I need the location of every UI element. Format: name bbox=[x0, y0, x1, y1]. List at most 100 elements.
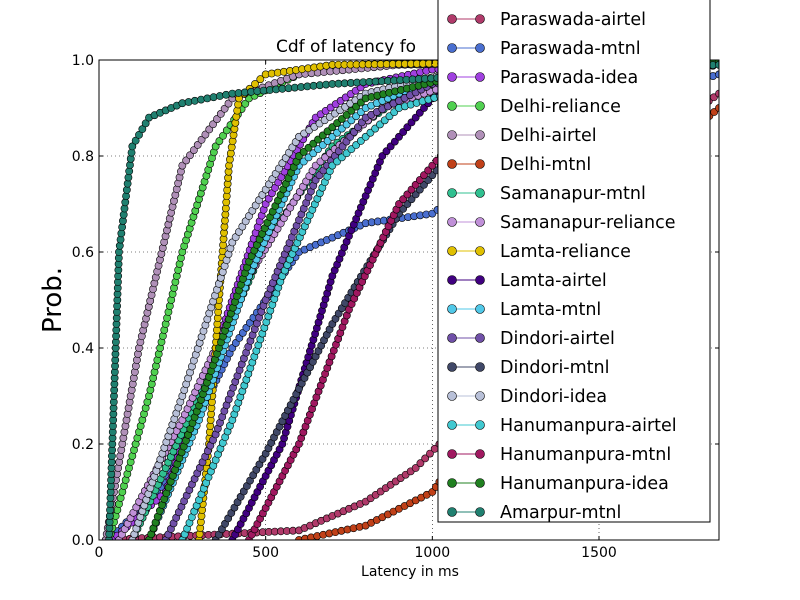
y-tick-label-1: 0.2 bbox=[72, 437, 94, 453]
legend-label-8: Lamta-reliance bbox=[500, 242, 631, 262]
series-17-point-69 bbox=[141, 119, 150, 128]
legend: Paraswada-airtel Paraswada-mtnl Paraswada-… bbox=[437, 0, 711, 523]
legend-label-16: Hanumanpura-idea bbox=[500, 474, 669, 494]
legend-marker-left-15 bbox=[447, 449, 457, 459]
legend-label-14: Hanumanpura-airtel bbox=[500, 416, 677, 436]
legend-marker-left-2 bbox=[447, 72, 457, 82]
series-0-point-132 bbox=[715, 89, 719, 98]
series-4-point-65 bbox=[186, 151, 194, 160]
legend-marker-left-1 bbox=[447, 43, 457, 53]
legend-label-7: Samanapur-reliance bbox=[500, 213, 676, 233]
legend-marker-right-6 bbox=[475, 188, 485, 198]
series-4-point-64 bbox=[182, 156, 191, 165]
legend-marker-left-11 bbox=[447, 333, 457, 343]
series-4-point-63 bbox=[178, 161, 187, 170]
series-17-point-80 bbox=[203, 94, 212, 103]
legend-item-13: Dindori-idea bbox=[447, 387, 607, 407]
y-tick-label-5: 1.0 bbox=[72, 53, 94, 69]
legend-item-4: Delhi-airtel bbox=[447, 126, 597, 146]
series-5-point-0 bbox=[295, 536, 303, 540]
legend-item-7: Samanapur-reliance bbox=[447, 213, 676, 233]
series-4-point-74 bbox=[220, 104, 229, 113]
x-tick-label-1: 500 bbox=[252, 545, 279, 561]
series-17-point-66 bbox=[131, 136, 140, 145]
legend-item-1: Paraswada-mtnl bbox=[447, 39, 641, 59]
series-1-point-132 bbox=[715, 70, 719, 79]
legend-label-9: Lamta-airtel bbox=[500, 271, 607, 291]
legend-marker-right-5 bbox=[475, 159, 485, 169]
legend-marker-left-5 bbox=[447, 159, 457, 169]
legend-marker-left-14 bbox=[447, 420, 457, 430]
series-0-point-57 bbox=[426, 449, 434, 458]
y-tick-label-4: 0.8 bbox=[72, 149, 94, 165]
series-17-point-77 bbox=[184, 98, 193, 106]
legend-marker-right-1 bbox=[475, 43, 485, 53]
legend-item-16: Hanumanpura-idea bbox=[447, 474, 669, 494]
y-axis-label: Prob. bbox=[38, 267, 68, 333]
series-4-point-70 bbox=[205, 125, 214, 134]
series-17-point-79 bbox=[197, 95, 205, 104]
series-5-point-101 bbox=[715, 104, 719, 112]
legend-label-3: Delhi-reliance bbox=[500, 97, 621, 117]
legend-label-17: Amarpur-mtnl bbox=[500, 503, 621, 523]
legend-marker-left-10 bbox=[447, 304, 457, 314]
legend-marker-right-16 bbox=[475, 478, 485, 488]
legend-item-15: Hanumanpura-mtnl bbox=[447, 445, 671, 465]
legend-marker-left-16 bbox=[447, 478, 457, 488]
series-4-point-66 bbox=[189, 146, 198, 154]
series-17-point-81 bbox=[209, 93, 218, 102]
legend-label-5: Delhi-mtnl bbox=[500, 155, 591, 175]
legend-item-8: Lamta-reliance bbox=[447, 242, 631, 262]
legend-item-12: Dindori-mtnl bbox=[447, 358, 609, 378]
axes: 0 500 1000 1500 0.0 0.2 0.4 0.6 0.8 1.0 bbox=[72, 53, 719, 561]
y-tick-label-2: 0.4 bbox=[72, 341, 94, 357]
legend-label-15: Hanumanpura-mtnl bbox=[500, 445, 671, 465]
series-4-point-68 bbox=[197, 135, 206, 144]
legend-marker-left-4 bbox=[447, 130, 457, 140]
series-4-point-72 bbox=[213, 115, 221, 123]
legend-marker-right-10 bbox=[475, 304, 485, 314]
series-4-point-75 bbox=[224, 99, 233, 108]
x-tick-label-0: 0 bbox=[95, 545, 104, 561]
legend-label-13: Dindori-idea bbox=[500, 387, 607, 407]
legend-marker-right-2 bbox=[475, 72, 485, 82]
legend-item-2: Paraswada-idea bbox=[447, 68, 638, 88]
legend-item-14: Hanumanpura-airtel bbox=[447, 416, 677, 436]
x-tick-label-2: 1000 bbox=[415, 545, 451, 561]
legend-marker-left-6 bbox=[447, 188, 457, 198]
series-8-point-76 bbox=[251, 80, 259, 88]
legend-marker-right-11 bbox=[475, 333, 485, 343]
series-17-point-78 bbox=[190, 96, 199, 105]
legend-item-17: Amarpur-mtnl bbox=[447, 503, 621, 523]
series-3-point-66 bbox=[211, 142, 220, 151]
legend-marker-right-7 bbox=[475, 217, 485, 227]
legend-marker-left-0 bbox=[447, 14, 457, 24]
series-17-point-163 bbox=[715, 60, 719, 69]
series-17-point-68 bbox=[138, 125, 147, 134]
legend-label-12: Dindori-mtnl bbox=[500, 358, 609, 378]
legend-marker-right-15 bbox=[475, 449, 485, 459]
series-8-point-77 bbox=[256, 75, 265, 84]
legend-label-0: Paraswada-airtel bbox=[500, 10, 646, 30]
legend-marker-right-4 bbox=[475, 130, 485, 140]
series-0-point-55 bbox=[416, 459, 425, 468]
legend-label-4: Delhi-airtel bbox=[500, 126, 597, 146]
legend-item-9: Lamta-airtel bbox=[447, 271, 607, 291]
y-tick-label-3: 0.6 bbox=[72, 245, 94, 261]
legend-item-10: Lamta-mtnl bbox=[447, 300, 601, 320]
legend-item-11: Dindori-airtel bbox=[447, 329, 615, 349]
series-17-point-83 bbox=[222, 90, 230, 99]
series-0-point-54 bbox=[411, 464, 420, 472]
series-4-point-71 bbox=[209, 120, 218, 129]
legend-marker-left-13 bbox=[447, 391, 457, 401]
legend-item-3: Delhi-reliance bbox=[447, 97, 621, 117]
series-17-point-82 bbox=[215, 92, 224, 100]
series-0-point-56 bbox=[421, 454, 430, 463]
legend-marker-left-9 bbox=[447, 275, 457, 285]
plot-frame bbox=[98, 59, 720, 541]
legend-label-1: Paraswada-mtnl bbox=[500, 39, 641, 59]
chart-title: Cdf of latency fo bbox=[276, 37, 416, 57]
legend-label-10: Lamta-mtnl bbox=[500, 300, 601, 320]
legend-marker-right-13 bbox=[475, 391, 485, 401]
